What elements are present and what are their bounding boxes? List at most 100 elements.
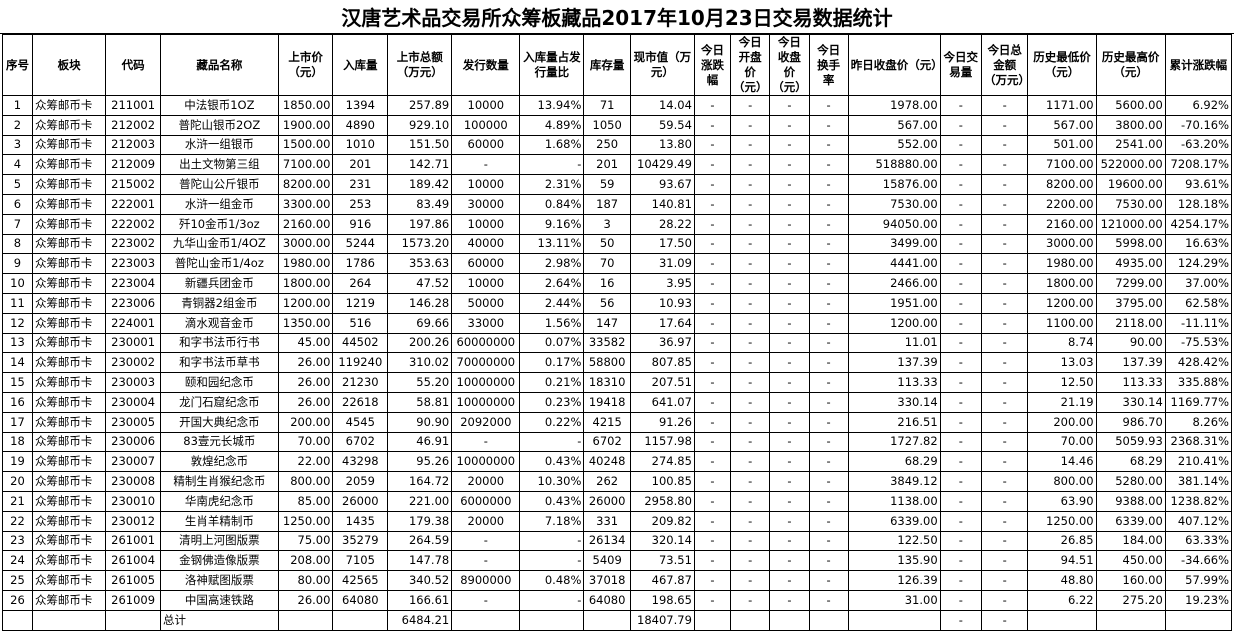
table-cell: 众筹邮币卡 (31, 95, 107, 116)
table-cell: 353.63 (387, 253, 453, 275)
table-cell: 212002 (105, 114, 161, 136)
table-cell: 众筹邮币卡 (31, 352, 107, 374)
table-cell: 众筹邮币卡 (31, 233, 107, 255)
table-cell: - (980, 589, 1029, 611)
table-cell: - (808, 451, 849, 473)
table-cell: 137.39 (1095, 352, 1166, 374)
column-header: 今日开盘价（元） (730, 34, 771, 96)
table-cell: - (693, 530, 732, 552)
table-cell: - (730, 253, 771, 275)
table-cell: 众筹邮币卡 (31, 312, 107, 334)
table-row: 8 众筹邮币卡 223002 九华山金币1/4OZ 3000.00 5244 1573.20… (2, 233, 1233, 255)
table-cell: 23 (2, 530, 33, 552)
table-cell: 330.14 (847, 391, 941, 413)
table-cell: 151.50 (387, 134, 453, 156)
table-cell: 普陀山金币1/4oz (159, 253, 279, 275)
table-cell: 精制生肖猴纪念币 (159, 471, 279, 492)
table-cell: 敦煌纪念币 (159, 451, 279, 473)
column-header: 序号 (2, 34, 33, 96)
table-cell: 1050 (583, 114, 631, 136)
table-row: 20 众筹邮币卡 230008 精制生肖猴纪念币 800.00 2059 164.72 200… (2, 471, 1233, 492)
table-cell: 0.23% (519, 391, 585, 413)
table-cell: 12 (2, 312, 33, 334)
table-cell: 26.00 (277, 391, 334, 413)
total-cell: - (939, 609, 982, 631)
table-cell: 7105 (332, 550, 389, 572)
table-cell: 24 (2, 550, 33, 572)
table-row: 2 众筹邮币卡 212002 普陀山银币2OZ 1900.00 4890 929.10 100… (2, 114, 1233, 136)
table-cell: - (451, 154, 521, 176)
table-cell: 11 (2, 292, 33, 314)
column-header: 累计涨跌幅 (1164, 34, 1233, 96)
table-cell: 230003 (105, 372, 161, 393)
table-cell: 381.14% (1164, 471, 1233, 492)
table-cell: 264 (332, 273, 389, 294)
table-cell: - (939, 174, 982, 195)
table-cell: - (693, 154, 732, 176)
table-cell: 224001 (105, 312, 161, 334)
table-cell: - (980, 273, 1029, 294)
table-cell: - (808, 431, 849, 453)
table-cell: 340.52 (387, 570, 453, 591)
table-cell: - (769, 174, 810, 195)
table-cell: 2958.80 (629, 490, 695, 512)
table-cell: - (693, 114, 732, 136)
table-cell: 6.22 (1027, 589, 1097, 611)
table-cell: 众筹邮币卡 (31, 589, 107, 611)
table-cell: - (808, 372, 849, 393)
table-cell: 40000 (451, 233, 521, 255)
table-cell: 6000000 (451, 490, 521, 512)
table-cell: - (980, 193, 1029, 215)
table-cell: 9388.00 (1095, 490, 1166, 512)
table-cell: 1250.00 (277, 510, 334, 532)
table-cell: 10000000 (451, 451, 521, 473)
table-cell: 230007 (105, 451, 161, 473)
table-cell: 2200.00 (1027, 193, 1097, 215)
table-cell: 8.74 (1027, 332, 1097, 354)
table-cell: - (519, 550, 585, 572)
table-cell: - (769, 510, 810, 532)
table-cell: 2368.31% (1164, 431, 1233, 453)
table-row: 14 众筹邮币卡 230002 和字书法币草书 26.00 119240 310.02 700… (2, 352, 1233, 374)
table-cell: - (980, 114, 1029, 136)
table-cell: 众筹邮币卡 (31, 174, 107, 195)
table-cell: - (980, 510, 1029, 532)
table-cell: 2160.00 (277, 213, 334, 235)
table-cell: 1169.77% (1164, 391, 1233, 413)
table-cell: 43298 (332, 451, 389, 473)
table-cell: 13 (2, 332, 33, 354)
table-cell: 普陀山公斤银币 (159, 174, 279, 195)
table-cell: - (693, 292, 732, 314)
table-cell: 众筹邮币卡 (31, 530, 107, 552)
total-empty-cell (277, 609, 334, 631)
table-cell: 众筹邮币卡 (31, 292, 107, 314)
table-cell: 2.98% (519, 253, 585, 275)
table-cell: - (693, 213, 732, 235)
table-cell: 94.51 (1027, 550, 1097, 572)
table-cell: 261004 (105, 550, 161, 572)
table-cell: 73.51 (629, 550, 695, 572)
table-cell: 10000 (451, 213, 521, 235)
table-cell: 7530.00 (847, 193, 941, 215)
table-cell: 15876.00 (847, 174, 941, 195)
table-cell: - (939, 530, 982, 552)
table-cell: 0.07% (519, 332, 585, 354)
table-cell: 中法银币1OZ (159, 95, 279, 116)
table-cell: - (693, 391, 732, 413)
column-header: 昨日收盘价（元） (847, 34, 941, 96)
table-row: 15 众筹邮币卡 230003 颐和园纪念币 26.00 21230 55.20 100000… (2, 372, 1233, 393)
table-cell: 4215 (583, 411, 631, 433)
table-cell: 3 (583, 213, 631, 235)
table-cell: - (808, 114, 849, 136)
table-cell: - (808, 550, 849, 572)
total-empty-cell (583, 609, 631, 631)
table-cell: 2160.00 (1027, 213, 1097, 235)
table-cell: 35279 (332, 530, 389, 552)
table-cell: 75.00 (277, 530, 334, 552)
table-cell: 8200.00 (277, 174, 334, 195)
table-cell: 众筹邮币卡 (31, 193, 107, 215)
table-cell: 九华山金币1/4OZ (159, 233, 279, 255)
table-cell: - (939, 332, 982, 354)
table-cell: 552.00 (847, 134, 941, 156)
table-cell: - (939, 550, 982, 572)
